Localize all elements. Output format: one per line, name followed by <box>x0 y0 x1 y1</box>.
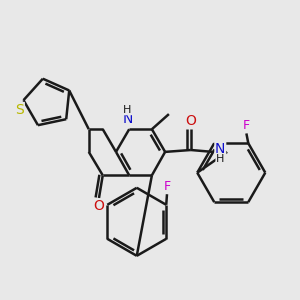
Text: F: F <box>243 119 250 132</box>
Text: H: H <box>216 154 224 164</box>
Text: O: O <box>94 199 104 213</box>
Text: H: H <box>123 105 131 115</box>
Text: F: F <box>164 180 171 193</box>
Text: N: N <box>122 112 133 126</box>
Text: S: S <box>15 103 24 117</box>
Text: N: N <box>215 142 226 156</box>
Text: O: O <box>185 114 196 128</box>
